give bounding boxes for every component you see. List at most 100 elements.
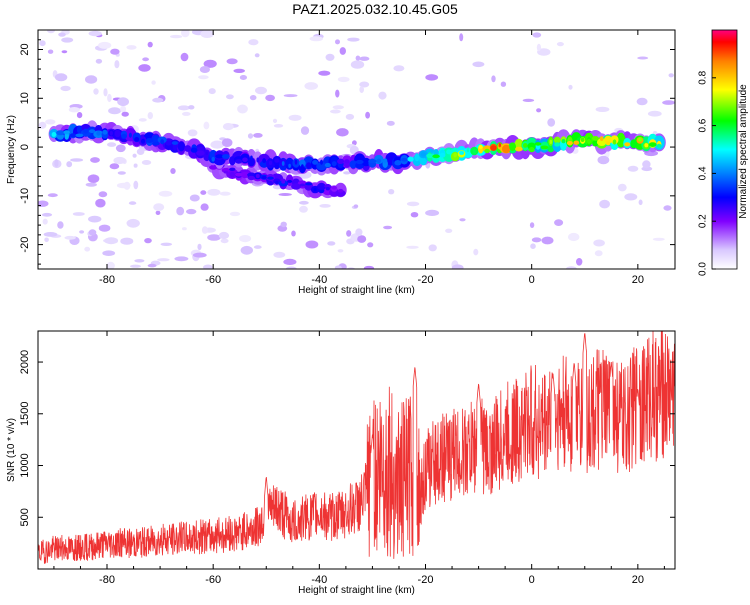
ridge-blob [291,183,301,190]
noise-blob [47,30,55,34]
ridge-blob [534,142,542,146]
ridge-blob [281,180,286,184]
noise-blob [472,61,485,68]
ridge-blob [337,158,345,164]
noise-blob [187,129,198,137]
noise-blob [425,209,440,216]
noise-blob [367,242,374,248]
noise-blob [530,243,536,249]
x-tick-label: -20 [418,574,434,586]
noise-blob [309,36,323,42]
noise-blob [239,235,252,243]
noise-blob [90,157,100,163]
x-tick-label: -20 [418,274,434,286]
ridge-blob [134,137,140,142]
noise-blob [95,58,103,64]
noise-blob [300,126,310,135]
snr-line-group [38,331,675,564]
ridge-blob [472,148,476,155]
ridge-blob [320,159,323,165]
ridge-blob [229,167,236,171]
ridge-blob [509,142,516,151]
noise-blob [147,112,153,120]
ridge-blob [299,183,306,187]
ridge-blob [96,130,101,136]
noise-blob [647,110,662,117]
ridge-blob [268,160,273,165]
noise-blob [106,261,115,269]
noise-blob [536,108,542,113]
noise-blob [595,106,610,112]
colorbar-tick-label: 0.0 [698,262,709,276]
x-tick-label: -40 [311,274,327,286]
y-tick-label: -20 [19,237,31,253]
ridge-blob [573,140,580,145]
x-axis-label: Height of straight line (km) [298,585,415,596]
noise-blob [128,201,137,205]
ridge-blob [63,130,70,135]
noise-blob [233,68,245,73]
noise-blob [134,259,145,263]
noise-blob [182,111,191,116]
noise-blob [203,59,217,68]
ridge-blob [604,135,613,144]
ridge-blob [420,152,427,157]
noise-blob [109,163,120,170]
ridge-blob [317,185,326,190]
ridge-blob [281,161,285,166]
noise-blob [556,42,564,47]
ridge-blob [331,185,337,190]
ridge-blob [205,151,209,156]
ridge-blob [414,153,420,162]
ridge-blob [612,139,617,145]
noise-blob [339,47,346,55]
noise-blob [60,85,71,92]
noise-blob [406,245,419,249]
ridge-blob [287,179,293,183]
noise-blob [133,163,138,168]
colorbar-tick-label: 0.6 [698,118,709,132]
noise-blob [305,240,319,249]
ridge-blob [624,142,631,147]
noise-blob [597,155,610,165]
noise-blob [280,221,287,228]
noise-blob [386,120,395,126]
noise-blob [132,153,137,158]
ridge-blob [361,157,371,167]
noise-blob [108,107,122,115]
snr-series-line [38,331,675,564]
x-tick-label: -40 [311,574,327,586]
ridge-blob [165,140,172,146]
noise-blob [76,112,83,119]
noise-blob [278,193,292,196]
ridge-blob [229,156,236,166]
noise-blob [201,226,208,234]
ridge-blob [275,180,279,185]
ridge-blob [407,156,414,162]
noise-blob [219,191,231,196]
noise-blob [345,113,355,120]
noise-blob [299,205,308,213]
noise-blob [522,98,535,102]
ridge-blob [540,145,549,150]
ridge-blob [344,159,350,164]
noise-blob [531,237,542,243]
noise-blob [337,249,344,253]
noise-blob [253,245,262,249]
ridge-blob [426,153,434,158]
noise-blob [285,266,297,269]
noise-blob [537,48,551,56]
ridge-blob [209,166,218,169]
noise-blob [158,190,173,197]
ridge-blob [178,146,184,152]
spectrogram-blobs [38,30,675,269]
ridge-blob [109,130,113,136]
noise-blob [142,57,150,62]
noise-blob [347,37,360,42]
noise-blob [663,205,672,211]
noise-blob [138,64,151,72]
noise-blob [102,250,116,256]
ridge-blob [313,188,317,192]
noise-blob [568,232,580,242]
